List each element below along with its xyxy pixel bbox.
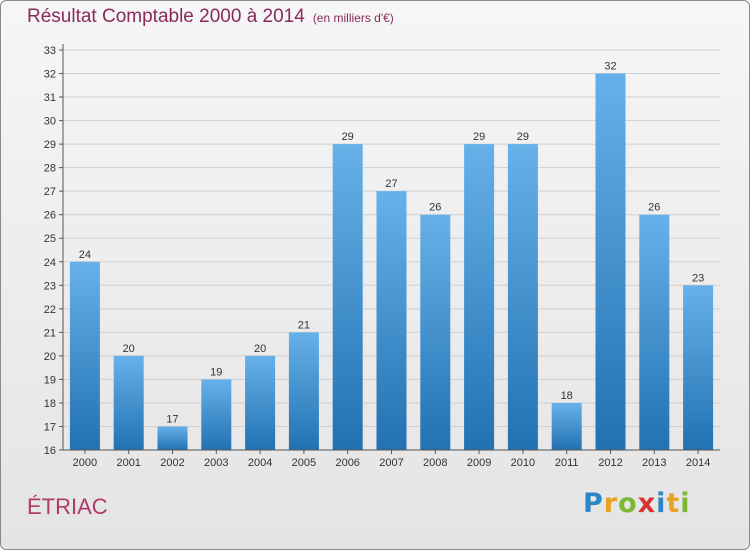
x-tick-label: 2006 (335, 457, 359, 469)
y-tick-label: 32 (44, 69, 56, 81)
x-tick-label: 2005 (292, 457, 316, 469)
proxiti-logo: Proxiti (583, 488, 691, 519)
bar-2011 (551, 402, 582, 450)
data-label-2013: 26 (648, 202, 660, 214)
bar-2009 (464, 144, 495, 450)
data-label-2006: 29 (342, 131, 354, 143)
data-label-2012: 32 (604, 61, 616, 73)
logo-letter: o (618, 488, 638, 519)
logo-letter: i (656, 488, 667, 519)
data-label-2005: 21 (298, 319, 310, 331)
data-label-2002: 17 (166, 413, 178, 425)
y-tick-label: 21 (44, 327, 56, 339)
data-label-2010: 29 (517, 131, 529, 143)
chart-title-text: Résultat Comptable 2000 à 2014 (27, 6, 305, 27)
x-tick-label: 2000 (73, 457, 97, 469)
x-tick-label: 2007 (379, 457, 403, 469)
x-tick-label: 2011 (555, 457, 579, 469)
unit-note: (en milliers d'€) (312, 11, 394, 25)
place-name: ÉTRIAC (27, 494, 108, 519)
bar-2008 (420, 214, 451, 450)
logo-letter: i (680, 488, 691, 519)
y-tick-label: 17 (44, 421, 56, 433)
x-tick-label: 2014 (686, 457, 710, 469)
logo-letter: r (603, 488, 619, 519)
bar-2003 (201, 379, 232, 450)
y-tick-label: 28 (44, 163, 56, 175)
bar-2001 (113, 355, 144, 450)
data-label-2014: 23 (692, 272, 704, 284)
data-label-2003: 19 (210, 366, 222, 378)
x-tick-label: 2002 (160, 457, 184, 469)
y-tick-label: 20 (44, 351, 56, 363)
bars: 24 20 17 19 20 21 29 27 26 29 29 18 32 26 23 (69, 61, 714, 451)
bar-2012 (595, 73, 626, 450)
bar-2004 (245, 355, 276, 450)
y-tick-label: 23 (44, 280, 56, 292)
data-label-2000: 24 (79, 249, 91, 261)
y-tick-label: 25 (44, 233, 56, 245)
y-tick-label: 24 (44, 257, 56, 269)
y-tick-label: 29 (44, 139, 56, 151)
data-label-2009: 29 (473, 131, 485, 143)
y-tick-label: 30 (44, 116, 56, 128)
y-tick-label: 31 (44, 92, 56, 104)
bar-2014 (683, 285, 714, 450)
x-tick-label: 2010 (511, 457, 535, 469)
logo-letter: P (583, 488, 604, 519)
y-tick-label: 16 (44, 445, 56, 457)
data-label-2001: 20 (123, 343, 135, 355)
y-tick-label: 26 (44, 210, 56, 222)
chart-title: Résultat Comptable 2000 à 2014 (en millie… (27, 6, 394, 28)
x-tick-label: 2001 (116, 457, 140, 469)
x-tick-label: 2008 (423, 457, 447, 469)
x-tick-label: 2009 (467, 457, 491, 469)
bar-2005 (288, 332, 319, 450)
data-label-2007: 27 (385, 178, 397, 190)
bar-2002 (157, 426, 188, 450)
bar-2006 (332, 144, 363, 450)
y-tick-label: 19 (44, 374, 56, 386)
logo-letter: t (666, 488, 681, 519)
x-tick-label: 2004 (248, 457, 272, 469)
axes: 16 17 18 19 20 21 22 23 24 25 26 27 28 29 30 31 32 33 2000… (44, 44, 720, 469)
data-label-2004: 20 (254, 343, 266, 355)
data-label-2008: 26 (429, 202, 441, 214)
y-tick-label: 33 (44, 45, 56, 57)
x-tick-label: 2012 (598, 457, 622, 469)
bar-2007 (376, 191, 407, 451)
data-label-2011: 18 (561, 390, 573, 402)
logo-letter: x (637, 488, 657, 519)
bar-2013 (639, 214, 670, 450)
x-tick-label: 2013 (642, 457, 666, 469)
bar-2010 (507, 144, 538, 450)
x-tick-label: 2003 (204, 457, 228, 469)
y-tick-label: 27 (44, 186, 56, 198)
bar-2000 (69, 261, 100, 450)
y-tick-label: 22 (44, 304, 56, 316)
y-tick-label: 18 (44, 398, 56, 410)
